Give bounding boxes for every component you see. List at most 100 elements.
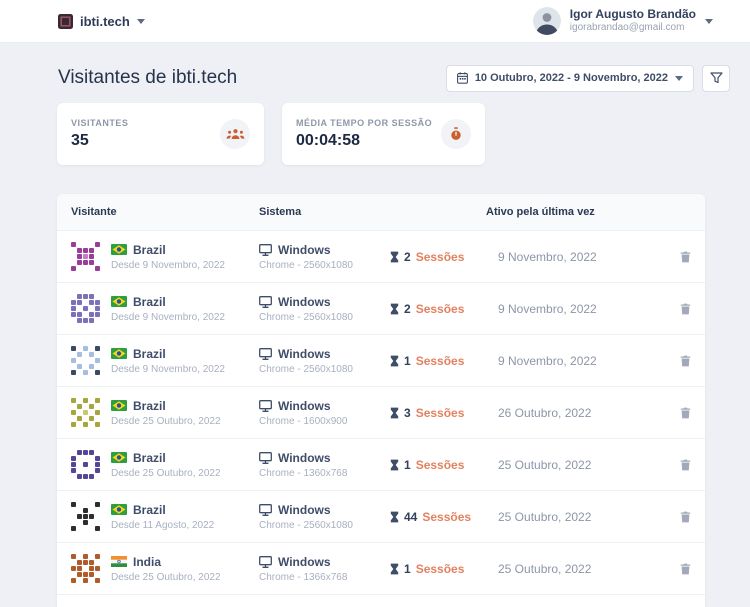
visitor-since: Desde 9 Novembro, 2022 (111, 363, 225, 375)
page-title: Visitantes de ibti.tech (58, 67, 238, 88)
calendar-icon (456, 72, 468, 84)
workspace-logo-icon (58, 13, 73, 29)
date-range-label: 10 Outubro, 2022 - 9 Novembro, 2022 (474, 72, 668, 84)
visitor-country: Brazil (133, 502, 166, 517)
browser-resolution: Chrome - 1360x768 (259, 467, 348, 479)
table-row: Brazil Desde 25 Outubro, 2022 Windows Ch… (57, 438, 705, 490)
hourglass-icon (390, 563, 399, 575)
country-flag-icon (111, 556, 127, 567)
country-flag-icon (111, 244, 127, 255)
visitor-country: Brazil (133, 242, 166, 257)
stat-card-session-time: MÉDIA TEMPO POR SESSÃO 00:04:58 (282, 103, 485, 165)
visitor-identicon-avatar (71, 398, 100, 427)
visitor-since: Desde 9 Novembro, 2022 (111, 259, 225, 271)
visitor-identicon-avatar (71, 294, 100, 323)
last-active-date: 9 Novembro, 2022 (498, 301, 597, 316)
stat-card-visitors: VISITANTES 35 (57, 103, 264, 165)
country-flag-icon (111, 348, 127, 359)
last-active-date: 25 Outubro, 2022 (498, 561, 592, 576)
column-header-system: Sistema (259, 206, 302, 218)
hourglass-icon (390, 407, 399, 419)
os-name: Windows (278, 450, 331, 465)
hourglass-icon (390, 511, 399, 523)
monitor-icon (259, 347, 272, 360)
chevron-down-icon (705, 18, 713, 24)
funnel-icon (709, 72, 723, 84)
monitor-icon (259, 295, 272, 308)
user-menu[interactable]: Igor Augusto Brandão igorabrandao@gmail.… (532, 7, 713, 35)
visitor-country: Brazil (133, 450, 166, 465)
sessions-count: 1 (404, 561, 411, 576)
sessions-label: Sessões (415, 457, 465, 472)
workspace-name: ibti.tech (80, 13, 130, 29)
sessions-label: Sessões (415, 249, 465, 264)
table-row: Brazil Desde 11 Agosto, 2022 Windows Chr… (57, 490, 705, 542)
os-name: Windows (278, 502, 331, 517)
delete-visitor-button[interactable] (678, 509, 693, 525)
country-flag-icon (111, 296, 127, 307)
visitor-since: Desde 11 Agosto, 2022 (111, 519, 215, 531)
table-row-partial (57, 594, 705, 607)
delete-visitor-button[interactable] (678, 405, 693, 421)
os-name: Windows (278, 554, 331, 569)
os-name: Windows (278, 294, 331, 309)
sessions-label: Sessões (415, 353, 465, 368)
delete-visitor-button[interactable] (678, 353, 693, 369)
filter-button[interactable] (702, 64, 730, 92)
os-name: Windows (278, 398, 331, 413)
sessions-count: 44 (404, 509, 418, 524)
browser-resolution: Chrome - 2560x1080 (259, 259, 353, 271)
people-group-icon (220, 119, 250, 149)
date-range-picker[interactable]: 10 Outubro, 2022 - 9 Novembro, 2022 (445, 64, 694, 92)
browser-resolution: Chrome - 2560x1080 (259, 311, 353, 323)
delete-visitor-button[interactable] (678, 457, 693, 473)
visitor-rows: Brazil Desde 9 Novembro, 2022 Windows Ch… (57, 230, 705, 594)
visitors-table: Visitante Sistema Ativo pela última vez … (57, 194, 705, 607)
browser-resolution: Chrome - 1366x768 (259, 571, 348, 583)
delete-visitor-button[interactable] (678, 249, 693, 265)
delete-visitor-button[interactable] (678, 301, 693, 317)
visitor-identicon-avatar (71, 242, 100, 271)
visitor-since: Desde 25 Outubro, 2022 (111, 571, 221, 583)
table-header-row: Visitante Sistema Ativo pela última vez (57, 194, 705, 230)
table-row: Brazil Desde 9 Novembro, 2022 Windows Ch… (57, 334, 705, 386)
last-active-date: 25 Outubro, 2022 (498, 509, 592, 524)
table-row: Brazil Desde 25 Outubro, 2022 Windows Ch… (57, 386, 705, 438)
country-flag-icon (111, 452, 127, 463)
user-name: Igor Augusto Brandão (569, 7, 696, 22)
visitor-country: Brazil (133, 346, 166, 361)
visitor-country: Brazil (133, 294, 166, 309)
table-row: Brazil Desde 9 Novembro, 2022 Windows Ch… (57, 230, 705, 282)
sessions-count: 2 (404, 249, 411, 264)
last-active-date: 26 Outubro, 2022 (498, 405, 592, 420)
sessions-label: Sessões (415, 561, 465, 576)
visitor-country: India (133, 554, 162, 569)
visitor-since: Desde 25 Outubro, 2022 (111, 415, 221, 427)
stopwatch-icon (441, 119, 471, 149)
visitor-identicon-avatar (71, 346, 100, 375)
chevron-down-icon (675, 75, 683, 81)
monitor-icon (259, 243, 272, 256)
hourglass-icon (390, 459, 399, 471)
stat-label: MÉDIA TEMPO POR SESSÃO (296, 118, 433, 128)
workspace-switcher[interactable]: ibti.tech (58, 13, 145, 29)
browser-resolution: Chrome - 1600x900 (259, 415, 348, 427)
user-email: igorabrandao@gmail.com (569, 22, 685, 34)
visitor-country: Brazil (133, 398, 166, 413)
sessions-count: 3 (404, 405, 411, 420)
last-active-date: 9 Novembro, 2022 (498, 249, 597, 264)
hourglass-icon (390, 355, 399, 367)
stat-label: VISITANTES (71, 118, 129, 128)
last-active-date: 25 Outubro, 2022 (498, 457, 592, 472)
sessions-label: Sessões (422, 509, 472, 524)
chevron-down-icon (136, 18, 145, 24)
visitor-identicon-avatar (71, 554, 100, 583)
country-flag-icon (111, 400, 127, 411)
hourglass-icon (390, 251, 399, 263)
monitor-icon (259, 555, 272, 568)
stat-value: 35 (71, 132, 89, 149)
user-avatar (532, 7, 561, 35)
sessions-label: Sessões (415, 405, 465, 420)
delete-visitor-button[interactable] (678, 561, 693, 577)
sessions-count: 1 (404, 353, 411, 368)
